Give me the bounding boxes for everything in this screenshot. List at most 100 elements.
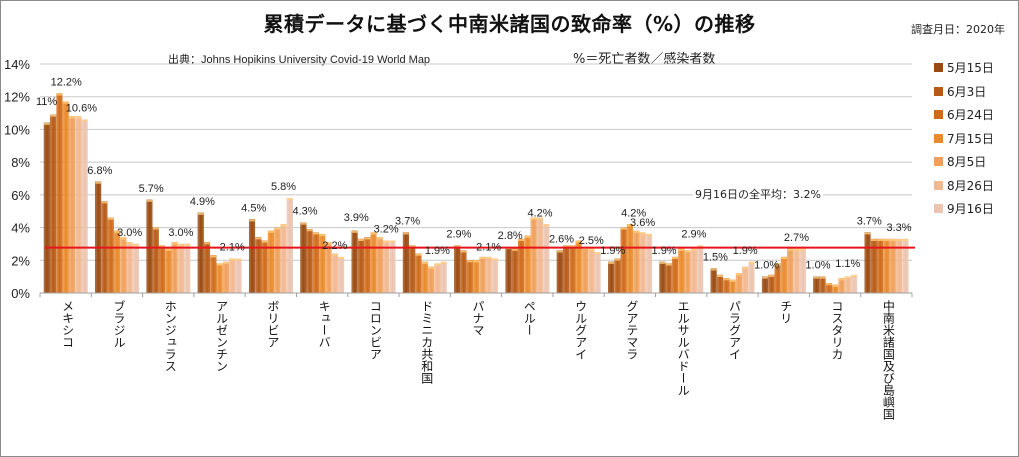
data-label: 2.6% bbox=[549, 233, 574, 245]
bar-cap bbox=[697, 245, 704, 248]
bar-cap bbox=[101, 201, 108, 204]
bar-cap bbox=[665, 263, 672, 266]
bar-cap bbox=[787, 248, 794, 251]
bar bbox=[113, 230, 121, 294]
bar bbox=[614, 258, 621, 294]
legend-label: 6月24日 bbox=[947, 108, 994, 123]
bar-cap bbox=[793, 248, 800, 251]
data-label: 10.6% bbox=[66, 103, 97, 115]
bar bbox=[197, 212, 204, 294]
legend-item: 8月26日 bbox=[934, 174, 994, 198]
legend-item: 8月5日 bbox=[934, 150, 994, 174]
bar bbox=[158, 245, 166, 294]
bar-cap bbox=[235, 258, 242, 261]
bar bbox=[716, 274, 724, 294]
bar bbox=[787, 248, 794, 294]
bar-cap bbox=[691, 248, 697, 251]
bar-cap bbox=[748, 261, 755, 264]
bar-cap bbox=[813, 276, 820, 279]
bar bbox=[95, 181, 102, 294]
data-label: 4.5% bbox=[241, 202, 266, 214]
bar-cap bbox=[331, 253, 338, 256]
y-tick-label: 8% bbox=[11, 155, 30, 170]
bar bbox=[43, 122, 50, 294]
bar bbox=[351, 230, 358, 294]
bar bbox=[563, 245, 570, 294]
bar-cap bbox=[838, 278, 845, 281]
bar bbox=[588, 248, 595, 294]
bar bbox=[684, 250, 691, 294]
bar bbox=[479, 256, 486, 294]
bar bbox=[428, 266, 435, 294]
legend-item: 5月15日 bbox=[934, 56, 994, 80]
bar bbox=[665, 263, 672, 294]
bar-cap bbox=[114, 230, 120, 233]
data-label: 3.0% bbox=[117, 227, 142, 239]
bar-cap bbox=[466, 260, 473, 263]
bar bbox=[864, 232, 871, 294]
data-labels: 11% 12.2% 10.6% 6.8% 3.0% 5.7% 3.0% 4.9% 2.1% 4.5… bbox=[36, 76, 912, 271]
bar-cap bbox=[864, 232, 871, 235]
category-label: ドミニカ共和国 bbox=[419, 300, 434, 384]
bar bbox=[524, 235, 531, 294]
bar bbox=[690, 248, 697, 294]
bar-cap bbox=[223, 261, 229, 264]
legend-label: 5月15日 bbox=[947, 61, 994, 76]
bar-cap bbox=[492, 258, 498, 261]
legend-item: 6月24日 bbox=[934, 103, 994, 127]
category-label: コロンビア bbox=[368, 300, 383, 360]
x-axis bbox=[39, 292, 913, 297]
bar bbox=[274, 227, 281, 294]
bar bbox=[491, 258, 499, 294]
bar-cap bbox=[75, 116, 82, 119]
bar-cap bbox=[627, 224, 633, 227]
bar-cap bbox=[268, 230, 274, 233]
bar bbox=[851, 274, 858, 294]
bar-cap bbox=[204, 242, 210, 245]
bar-cap bbox=[313, 232, 319, 235]
legend-swatch bbox=[934, 110, 943, 120]
bar-cap bbox=[338, 257, 344, 260]
bar bbox=[107, 217, 114, 294]
bar-cap bbox=[902, 239, 909, 242]
bar-cap bbox=[178, 243, 184, 246]
bar-cap bbox=[844, 276, 851, 279]
y-tick-label: 12% bbox=[4, 90, 30, 105]
bar-cap bbox=[768, 275, 775, 278]
bar bbox=[280, 224, 287, 294]
data-label: 4.3% bbox=[292, 206, 317, 218]
bar-cap bbox=[460, 250, 467, 253]
bar-cap bbox=[415, 253, 422, 256]
data-label: 2.1% bbox=[220, 242, 245, 254]
bar bbox=[505, 246, 512, 294]
category-label: コスタリカ bbox=[830, 300, 845, 360]
bar bbox=[639, 232, 646, 294]
bar-cap bbox=[184, 243, 191, 246]
bar bbox=[620, 227, 627, 294]
data-label: 1.5% bbox=[703, 251, 728, 263]
bar bbox=[761, 276, 769, 294]
bar bbox=[536, 217, 544, 294]
bar-cap bbox=[485, 257, 492, 260]
bar-cap bbox=[678, 248, 685, 251]
bar bbox=[235, 258, 242, 294]
bar-cap bbox=[537, 217, 543, 220]
bar bbox=[171, 242, 178, 294]
bar-cap bbox=[428, 266, 434, 269]
bar bbox=[248, 219, 256, 294]
bar bbox=[222, 261, 229, 294]
bar bbox=[813, 276, 820, 294]
bar bbox=[780, 256, 787, 294]
bar bbox=[421, 261, 428, 294]
bar-cap bbox=[280, 224, 287, 227]
bar-cap bbox=[524, 235, 531, 238]
bar-cap bbox=[672, 257, 678, 260]
bar-cap bbox=[851, 275, 857, 278]
bar-cap bbox=[159, 245, 165, 248]
bar-cap bbox=[403, 232, 409, 235]
bar bbox=[338, 256, 345, 294]
category-label: グアテマラ bbox=[624, 300, 639, 360]
legend-swatch bbox=[934, 133, 943, 143]
